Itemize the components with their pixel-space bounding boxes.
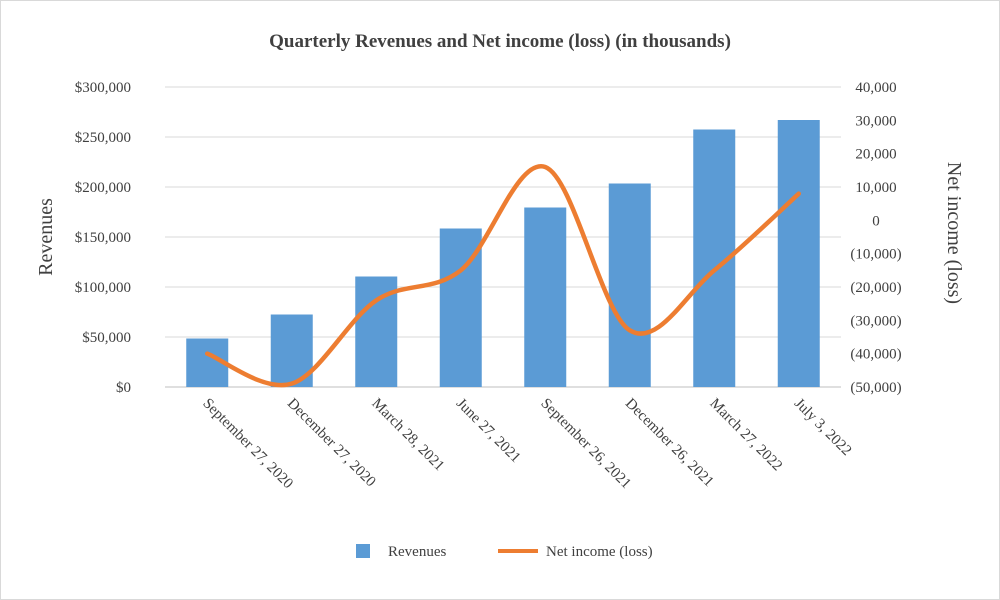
gridlines [165, 86, 841, 388]
right-axis-title: Net income (loss) [943, 162, 965, 304]
x-axis-tick-label: December 27, 2020 [284, 396, 379, 491]
right-axis-tick-label: 20,000 [855, 147, 896, 163]
revenue-bars [186, 120, 820, 387]
right-axis-tick-label: (50,000) [850, 380, 901, 396]
right-axis-tick-label: 30,000 [855, 113, 896, 129]
x-axis-tick-label: September 27, 2020 [199, 396, 295, 492]
x-axis-tick-label: June 27, 2021 [453, 396, 524, 467]
legend-revenues-label: Revenues [388, 544, 446, 560]
x-axis-tick-label: July 3, 2022 [791, 396, 854, 459]
x-axis-tick-label: March 28, 2021 [368, 396, 447, 475]
left-axis-tick-label: $300,000 [75, 80, 131, 96]
left-axis-tick-label: $150,000 [75, 230, 131, 246]
right-axis-tick-label: (20,000) [850, 280, 901, 296]
left-axis-ticks: $0 $50,000 $100,000 $150,000 $200,000 $250,00… [75, 80, 131, 396]
right-axis-tick-label: 10,000 [855, 180, 896, 196]
x-axis-tick-label: September 26, 2021 [537, 396, 633, 492]
legend-net-income-label: Net income (loss) [546, 544, 653, 560]
net-income-line [205, 164, 801, 388]
right-axis-tick-label: (10,000) [850, 247, 901, 263]
left-axis-tick-label: $0 [116, 380, 131, 396]
chart-title: Quarterly Revenues and Net income (loss)… [269, 31, 731, 52]
left-axis-title: Revenues [35, 198, 57, 276]
legend: Revenues Net income (loss) [356, 544, 653, 560]
revenue-bar [524, 207, 567, 387]
right-axis-tick-label: (30,000) [850, 313, 901, 329]
revenue-bar [777, 120, 820, 387]
legend-revenues-swatch [356, 544, 370, 558]
net-income-line-series [205, 164, 801, 388]
right-axis-tick-label: (40,000) [850, 347, 901, 363]
left-axis-tick-label: $200,000 [75, 180, 131, 196]
revenue-bar [608, 183, 651, 387]
right-axis-tick-label: 40,000 [855, 80, 896, 96]
x-axis-tick-label: December 26, 2021 [622, 396, 717, 491]
x-axis-tick-label: March 27, 2022 [706, 396, 785, 475]
right-axis-tick-label: 0 [872, 213, 880, 229]
left-axis-tick-label: $50,000 [82, 330, 131, 346]
left-axis-tick-label: $100,000 [75, 280, 131, 296]
right-axis-ticks: (50,000) (40,000) (30,000) (20,000) (10,000)… [850, 80, 901, 396]
left-axis-tick-label: $250,000 [75, 130, 131, 146]
